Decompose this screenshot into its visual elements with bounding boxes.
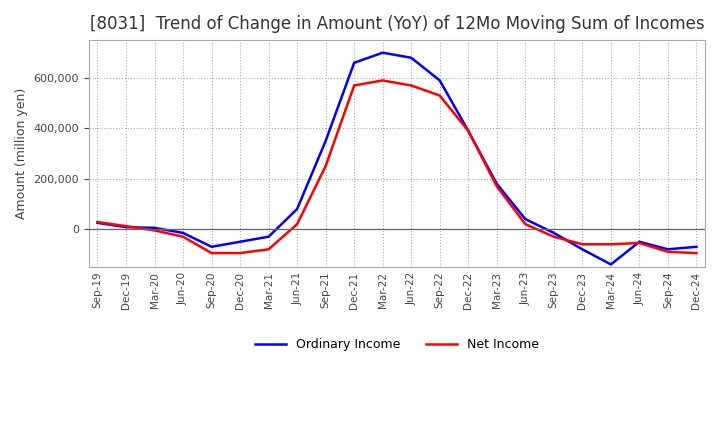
Ordinary Income (207, 244, 216, 249)
Net Income (321, 164, 330, 169)
Net Income (264, 247, 273, 252)
Ordinary Income (293, 206, 302, 212)
Net Income (606, 242, 615, 247)
Ordinary Income (464, 128, 472, 133)
Net Income (122, 224, 130, 229)
Legend: Ordinary Income, Net Income: Ordinary Income, Net Income (250, 333, 544, 356)
Net Income (492, 183, 501, 189)
Net Income (664, 249, 672, 254)
Ordinary Income (407, 55, 415, 60)
Net Income (350, 83, 359, 88)
Ordinary Income (264, 234, 273, 239)
Line: Ordinary Income: Ordinary Income (97, 53, 696, 264)
Net Income (379, 78, 387, 83)
Net Income (235, 250, 244, 256)
Ordinary Income (179, 230, 187, 235)
Net Income (464, 128, 472, 133)
Ordinary Income (492, 181, 501, 187)
Ordinary Income (664, 247, 672, 252)
Ordinary Income (150, 225, 159, 231)
Title: [8031]  Trend of Change in Amount (YoY) of 12Mo Moving Sum of Incomes: [8031] Trend of Change in Amount (YoY) o… (89, 15, 704, 33)
Net Income (93, 220, 102, 225)
Ordinary Income (350, 60, 359, 66)
Net Income (549, 234, 558, 239)
Ordinary Income (578, 247, 587, 252)
Net Income (521, 221, 530, 227)
Net Income (692, 250, 701, 256)
Ordinary Income (93, 220, 102, 225)
Ordinary Income (436, 78, 444, 83)
Net Income (179, 234, 187, 239)
Ordinary Income (635, 239, 644, 244)
Line: Net Income: Net Income (97, 81, 696, 253)
Net Income (635, 240, 644, 246)
Net Income (407, 83, 415, 88)
Ordinary Income (606, 262, 615, 267)
Net Income (578, 242, 587, 247)
Net Income (150, 228, 159, 233)
Ordinary Income (321, 138, 330, 143)
Ordinary Income (549, 230, 558, 235)
Net Income (436, 93, 444, 98)
Ordinary Income (379, 50, 387, 55)
Y-axis label: Amount (million yen): Amount (million yen) (15, 88, 28, 219)
Ordinary Income (235, 239, 244, 244)
Ordinary Income (521, 216, 530, 222)
Ordinary Income (692, 244, 701, 249)
Ordinary Income (122, 224, 130, 230)
Net Income (207, 250, 216, 256)
Net Income (293, 221, 302, 227)
